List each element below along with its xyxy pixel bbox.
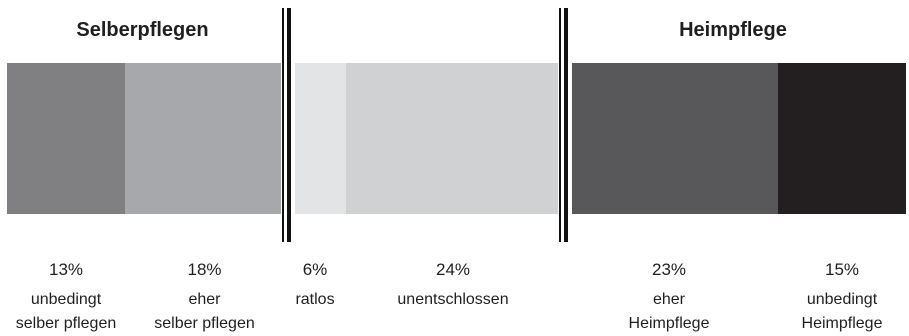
category-label-1-line-1: unbedingt [31, 291, 102, 308]
category-label-2-line-1: eher [188, 291, 221, 308]
bar-segment-6 [778, 63, 906, 214]
category-label-1-line-2: selber pflegen [16, 315, 117, 332]
bar-segment-4 [346, 63, 560, 214]
category-label-5-line-1: eher [653, 291, 686, 308]
bar-segment-5 [560, 63, 778, 214]
percent-label-6: 15% [825, 260, 859, 279]
group-title-2: Heimpflege [679, 19, 787, 41]
category-label-5-line-2: Heimpflege [629, 315, 710, 332]
percent-label-3: 6% [303, 260, 328, 279]
category-label-2-line-2: selber pflegen [154, 315, 255, 332]
divider-line-left-1 [282, 8, 284, 242]
divider-line-left-2 [559, 8, 561, 242]
category-label-4-line-1: unentschlossen [397, 291, 508, 308]
percent-label-4: 24% [436, 260, 470, 279]
category-label-3-line-1: ratlos [295, 291, 334, 308]
percent-label-5: 23% [652, 260, 686, 279]
divider-line-right-2 [564, 8, 568, 242]
divider-line-right-1 [287, 8, 291, 242]
bar-segment-2 [125, 63, 284, 214]
category-label-6-line-1: unbedingt [807, 291, 878, 308]
percent-label-2: 18% [187, 260, 221, 279]
percent-label-1: 13% [49, 260, 83, 279]
group-title-1: Selberpflegen [76, 19, 208, 41]
bar-segment-1 [7, 63, 125, 214]
category-label-6-line-2: Heimpflege [802, 315, 883, 332]
